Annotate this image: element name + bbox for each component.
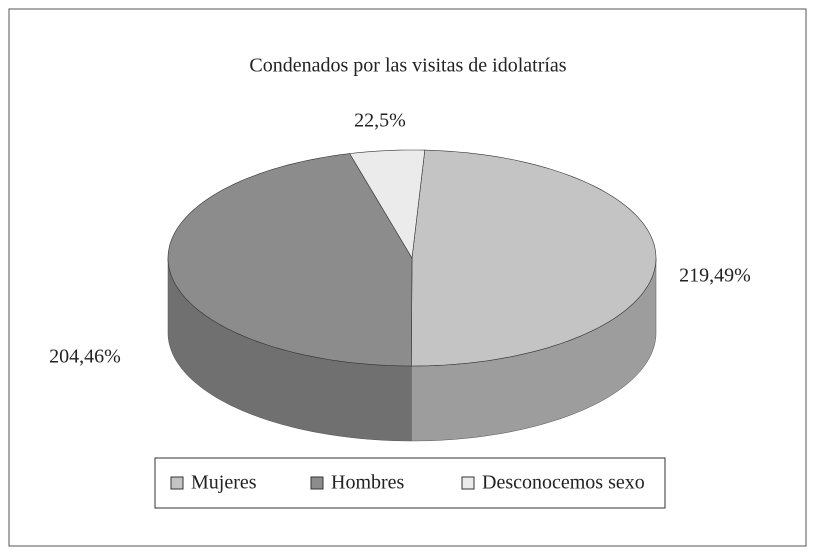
slice [167, 153, 413, 367]
legend-swatch [310, 476, 324, 490]
slice [349, 149, 426, 259]
legend-box [154, 457, 666, 509]
data-label: 204,46% [49, 346, 121, 368]
data-label: 219,49% [679, 265, 751, 287]
legend-label: Mujeres [191, 472, 257, 494]
legend-label: Hombres [331, 472, 405, 494]
legend-label: Desconocemos sexo [482, 472, 645, 494]
legend: Mujeres Hombres Desconocemos sexo [154, 457, 666, 509]
slice [410, 149, 657, 367]
data-label: 22,5% [354, 110, 406, 132]
legend-swatch [170, 476, 184, 490]
chart-title: Condenados por las visitas de idolatrías [249, 55, 566, 77]
legend-swatch [461, 476, 475, 490]
